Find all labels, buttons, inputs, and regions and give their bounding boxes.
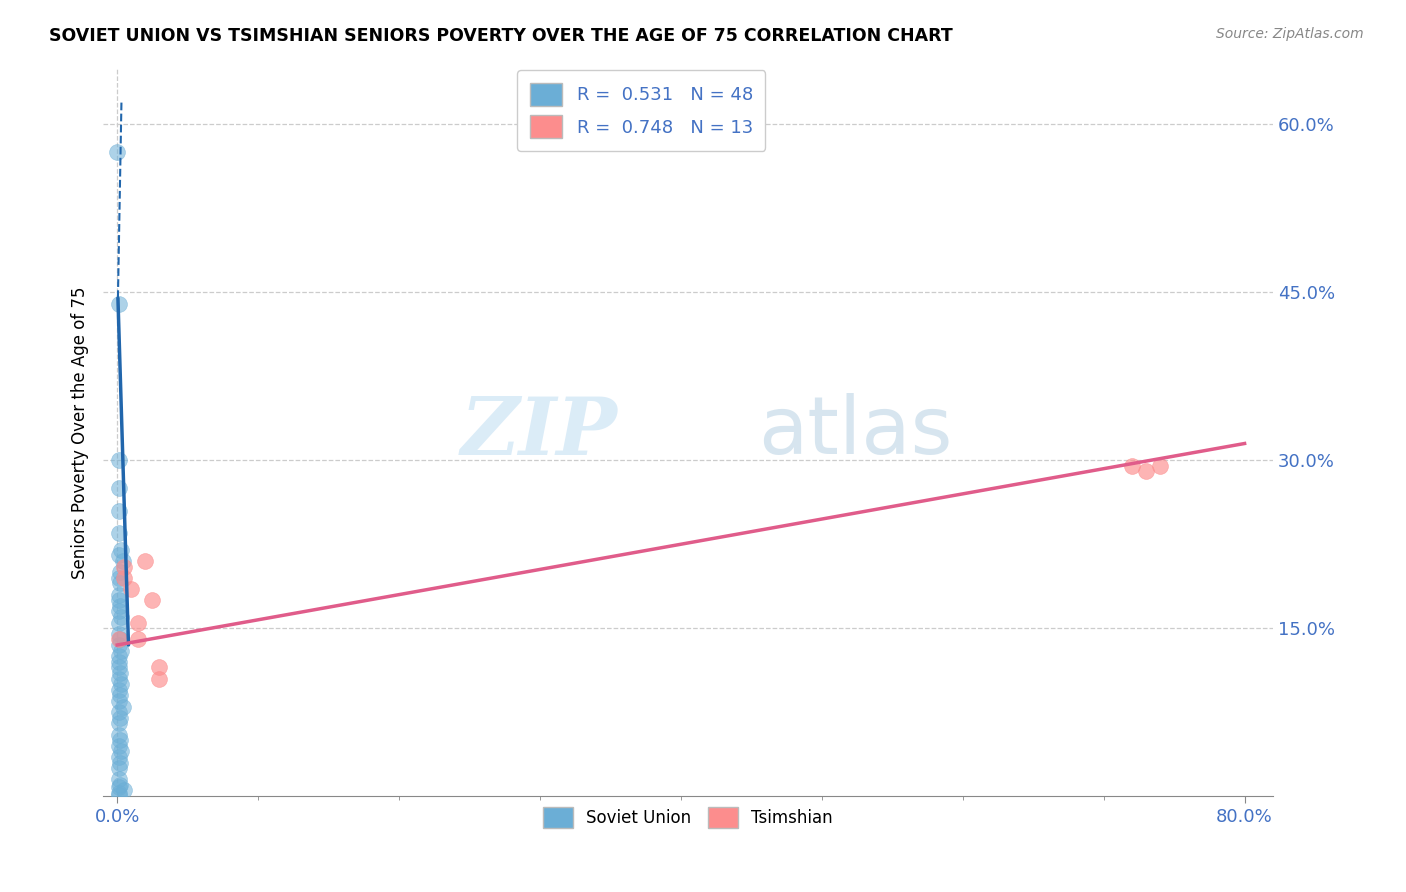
Point: [107, 716, 129, 731]
Point: [107, 750, 129, 764]
Point: [107, 788, 129, 802]
Point: [148, 660, 170, 674]
Text: SOVIET UNION VS TSIMSHIAN SENIORS POVERTY OVER THE AGE OF 75 CORRELATION CHART: SOVIET UNION VS TSIMSHIAN SENIORS POVERT…: [49, 27, 953, 45]
Point: [107, 481, 129, 495]
Point: [107, 761, 129, 775]
Point: [107, 739, 129, 753]
Point: [108, 689, 131, 703]
Y-axis label: Seniors Poverty Over the Age of 75: Seniors Poverty Over the Age of 75: [72, 286, 89, 579]
Point: [110, 643, 132, 657]
Point: [1135, 465, 1157, 479]
Point: [141, 593, 163, 607]
Point: [107, 649, 129, 664]
Point: [127, 615, 149, 630]
Point: [107, 655, 129, 669]
Text: Source: ZipAtlas.com: Source: ZipAtlas.com: [1216, 27, 1364, 41]
Point: [120, 582, 142, 596]
Point: [107, 780, 129, 794]
Point: [107, 638, 129, 652]
Point: [107, 627, 129, 641]
Point: [107, 705, 129, 719]
Legend: Soviet Union, Tsimshian: Soviet Union, Tsimshian: [536, 800, 839, 835]
Point: [110, 677, 132, 691]
Point: [112, 783, 135, 797]
Point: [108, 566, 131, 580]
Point: [107, 786, 129, 800]
Point: [107, 772, 129, 787]
Point: [108, 733, 131, 747]
Point: [107, 588, 129, 602]
Point: [110, 542, 132, 557]
Point: [107, 296, 129, 310]
Point: [127, 632, 149, 647]
Point: [107, 615, 129, 630]
Point: [107, 526, 129, 541]
Point: [107, 682, 129, 697]
Point: [107, 672, 129, 686]
Point: [107, 593, 129, 607]
Point: [107, 604, 129, 618]
Point: [108, 778, 131, 792]
Point: [108, 632, 131, 647]
Point: [107, 632, 129, 647]
Point: [108, 665, 131, 680]
Point: [105, 145, 128, 160]
Point: [107, 694, 129, 708]
Point: [112, 571, 135, 585]
Point: [107, 549, 129, 563]
Point: [1121, 458, 1143, 473]
Point: [110, 610, 132, 624]
Point: [134, 554, 156, 568]
Point: [111, 554, 134, 568]
Point: [107, 571, 129, 585]
Point: [107, 660, 129, 674]
Point: [112, 559, 135, 574]
Text: ZIP: ZIP: [461, 393, 617, 471]
Point: [108, 599, 131, 613]
Point: [108, 576, 131, 591]
Point: [1149, 458, 1171, 473]
Point: [110, 744, 132, 758]
Text: atlas: atlas: [758, 393, 952, 471]
Point: [108, 711, 131, 725]
Point: [111, 699, 134, 714]
Point: [107, 727, 129, 741]
Point: [148, 672, 170, 686]
Point: [107, 503, 129, 517]
Point: [107, 453, 129, 467]
Point: [108, 756, 131, 770]
